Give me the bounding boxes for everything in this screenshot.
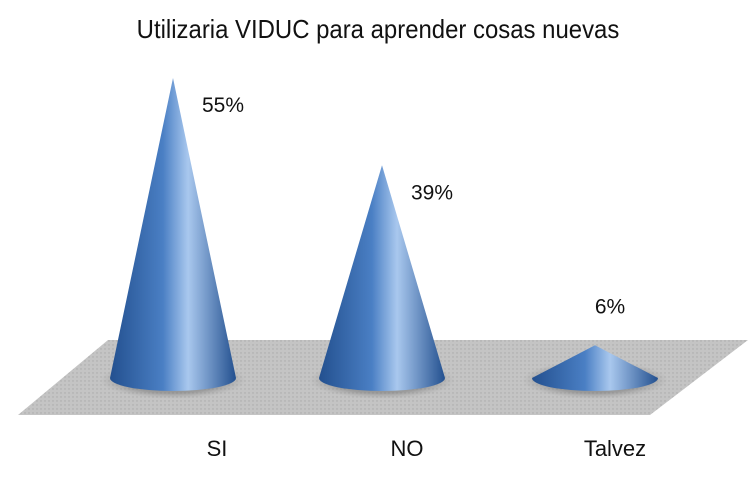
data-label: 6%	[595, 295, 625, 318]
category-label: SI	[207, 436, 228, 461]
data-label: 39%	[411, 181, 453, 204]
category-label: NO	[391, 436, 424, 461]
cone-marks: 55% SI 39% NO 6% Talvez	[100, 78, 668, 461]
category-label: Talvez	[584, 436, 646, 461]
data-label: 55%	[202, 94, 244, 117]
cone-no	[319, 165, 445, 391]
cone-talvez	[532, 345, 658, 391]
chart-title: Utilizaria VIDUC para aprender cosas nue…	[136, 14, 620, 44]
cone-si	[110, 78, 236, 391]
